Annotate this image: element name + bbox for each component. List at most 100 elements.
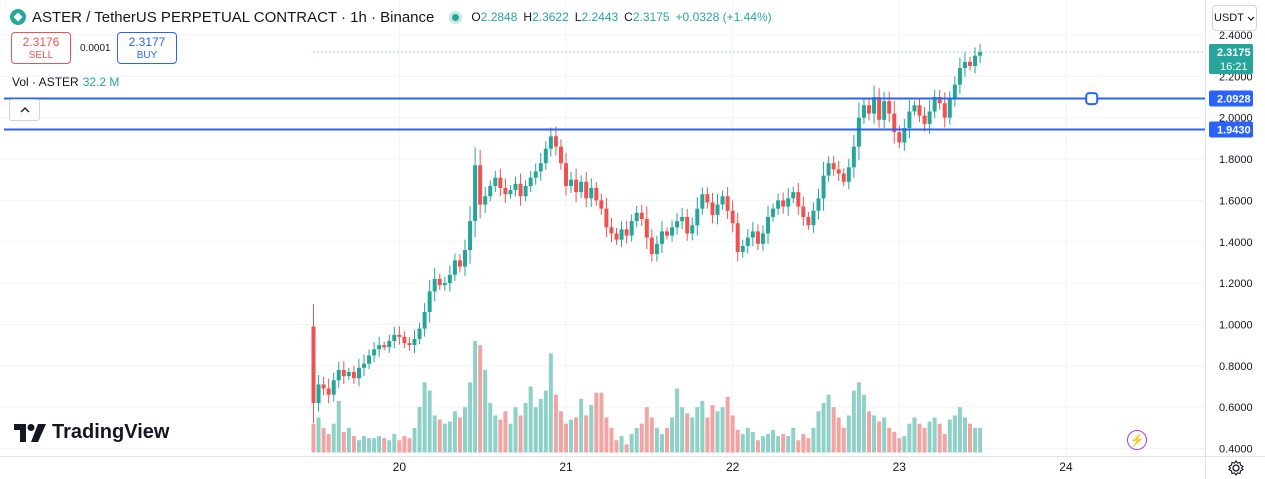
candle-body: [463, 250, 467, 267]
volume-bar: [372, 438, 377, 453]
candle-body: [715, 204, 720, 215]
last-price-label: 2.3175: [1217, 47, 1251, 59]
volume-bar: [452, 411, 457, 453]
volume-bar: [801, 434, 806, 453]
candle-body: [503, 187, 508, 195]
volume-bar: [922, 427, 927, 453]
candle-body: [846, 167, 851, 182]
gear-icon[interactable]: [1227, 459, 1245, 477]
spread-value: 0.0001: [80, 43, 111, 54]
volume-bar: [533, 407, 538, 453]
tradingview-logo[interactable]: TradingView: [14, 421, 169, 444]
volume-bar: [932, 417, 937, 453]
price-tick-label: 1.2000: [1219, 278, 1253, 290]
candle-body: [902, 128, 907, 143]
candle-body: [786, 198, 791, 207]
lightning-icon[interactable]: ⚡: [1127, 430, 1147, 450]
volume-bar: [710, 405, 715, 453]
volume-bar: [311, 423, 316, 453]
candle-body: [836, 169, 841, 174]
volume-bar: [619, 436, 624, 453]
volume-bar: [806, 438, 811, 453]
volume-bar: [715, 411, 720, 453]
tradingview-wordmark: TradingView: [52, 421, 170, 443]
volume-bar: [644, 407, 649, 453]
volume-bar: [402, 436, 407, 453]
volume-bar: [417, 407, 422, 453]
price-tick-label: 1.0000: [1219, 319, 1253, 331]
candle-body: [564, 163, 568, 186]
candle-body: [745, 237, 750, 246]
volume-bar: [811, 427, 816, 453]
volume-bar: [685, 413, 690, 453]
volume-bar: [498, 419, 503, 453]
candle-body: [927, 111, 932, 124]
buy-button[interactable]: 2.3177 BUY: [117, 32, 177, 64]
volume-bar: [952, 415, 957, 453]
candle-body: [649, 237, 654, 255]
candle-body: [533, 171, 538, 178]
volume-bar: [614, 440, 619, 453]
price-tick-label: 0.6000: [1219, 402, 1253, 414]
horizontal-lines: [4, 51, 1205, 131]
candle-body: [599, 200, 604, 209]
line-anchor-handle: [1085, 92, 1099, 106]
candle-body: [341, 369, 346, 377]
volume-bar: [574, 417, 579, 453]
volume-bar: [473, 340, 478, 453]
candle-body: [538, 163, 543, 172]
chevron-up-icon: [20, 107, 29, 113]
candle-body: [766, 216, 770, 234]
volume-bar: [523, 403, 528, 453]
candle-body: [685, 216, 690, 234]
volume-bar: [478, 345, 483, 453]
candle-body: [665, 231, 669, 236]
volume-bar: [771, 429, 776, 453]
volume-bar: [781, 434, 786, 453]
candle-body: [730, 210, 735, 224]
candle-body: [553, 136, 558, 147]
volume-bar: [725, 396, 730, 453]
volume-bar: [624, 444, 629, 453]
volume-bar: [538, 398, 543, 453]
low-value: 2.2443: [581, 10, 619, 24]
candle-body: [912, 105, 917, 112]
candle-body: [478, 165, 483, 205]
candle-body: [700, 194, 705, 209]
volume-bar: [649, 417, 654, 453]
candle-body: [968, 61, 972, 67]
volume-bar: [877, 421, 882, 453]
volume-bar: [483, 369, 488, 453]
candle-body: [816, 198, 821, 211]
sell-label: SELL: [28, 50, 54, 61]
time-tick-label: 23: [893, 460, 907, 474]
volume-bar: [634, 427, 639, 453]
collapse-legend-button[interactable]: [9, 99, 40, 121]
volume-bar: [654, 427, 659, 453]
candle-body: [856, 117, 861, 147]
candle-body: [781, 200, 786, 207]
candle-body: [973, 55, 978, 67]
hline-price-label: 2.0928: [1217, 94, 1251, 106]
candle-body: [922, 115, 927, 124]
price-tick-label: 1.6000: [1219, 195, 1253, 207]
high-label: H: [523, 10, 533, 24]
candle-body: [680, 216, 685, 222]
candle-body: [690, 225, 695, 234]
price-tick-label: 2.4000: [1219, 30, 1253, 42]
candle-body: [740, 245, 745, 253]
volume-bar: [766, 434, 770, 453]
volume-bar: [553, 394, 558, 453]
currency-select[interactable]: USDT: [1212, 5, 1257, 31]
volume-bar: [382, 438, 387, 453]
candle-body: [483, 196, 488, 205]
volume-bar: [745, 427, 750, 453]
price-axis: 2.40002.20002.00001.80001.60001.40001.20…: [1209, 30, 1253, 456]
sell-button[interactable]: 2.3176 SELL: [11, 32, 71, 64]
price-tick-label: 1.8000: [1219, 154, 1253, 166]
symbol-title[interactable]: ASTER / TetherUS PERPETUAL CONTRACT · 1h…: [32, 8, 435, 26]
volume-bar: [791, 427, 796, 453]
tradingview-logo-icon: [14, 423, 46, 442]
volume-bar: [346, 427, 351, 453]
